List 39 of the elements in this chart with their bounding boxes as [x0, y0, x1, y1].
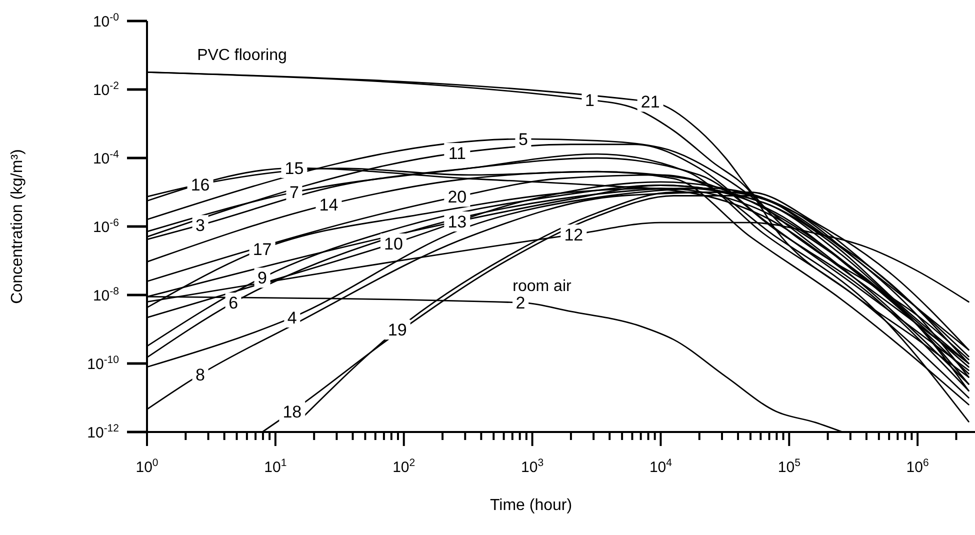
x-tick-label: 10$^{3}$	[521, 457, 544, 476]
series-label: 5	[518, 130, 528, 149]
y-axis-title: Concentration (kg/m³)	[9, 149, 26, 304]
series-label: 18	[282, 402, 302, 422]
series-label: 13	[448, 212, 467, 232]
annotation: room air	[512, 278, 572, 295]
series-label: 1	[584, 90, 594, 110]
series-label: 11	[448, 144, 466, 163]
x-tick-label: 10$^{2}$	[392, 457, 416, 476]
y-tick-label: 10$^{-0}$	[92, 11, 120, 30]
series-label: 14	[319, 195, 338, 214]
y-tick-label: 10$^{-2}$	[92, 80, 120, 99]
series-label: 12	[564, 226, 584, 245]
x-tick-label: 10$^{4}$	[649, 457, 672, 476]
y-tick-label: 10$^{-6}$	[92, 216, 120, 236]
series-label: 17	[252, 240, 272, 259]
series-label: 8	[196, 365, 206, 384]
series-label: 20	[448, 188, 467, 207]
series-label: 7	[289, 183, 299, 202]
series-label: 19	[388, 320, 407, 340]
x-tick-label: 10$^{1}$	[264, 457, 287, 476]
x-axis-title: Time (hour)	[490, 497, 572, 514]
series-label: 10	[384, 234, 403, 254]
x-tick-label: 10$^{5}$	[778, 457, 801, 476]
x-tick-label: 10$^{6}$	[906, 457, 929, 476]
annotation: PVC flooring	[197, 47, 287, 64]
series-label: 16	[190, 175, 210, 194]
series-label: 4	[287, 308, 297, 328]
y-tick-label: 10$^{-8}$	[92, 285, 120, 304]
series-label: 2	[516, 294, 526, 313]
y-tick-label: 10$^{-12}$	[87, 422, 120, 442]
y-tick-label: 10$^{-10}$	[87, 354, 120, 373]
series-label: 9	[258, 268, 268, 288]
series-label: 15	[284, 158, 304, 178]
y-tick-label: 10$^{-4}$	[92, 148, 120, 168]
x-tick-label: 10$^{0}$	[136, 457, 158, 476]
series-label: 6	[228, 294, 238, 313]
series-label: 21	[640, 92, 660, 112]
series-label: 3	[196, 216, 206, 236]
